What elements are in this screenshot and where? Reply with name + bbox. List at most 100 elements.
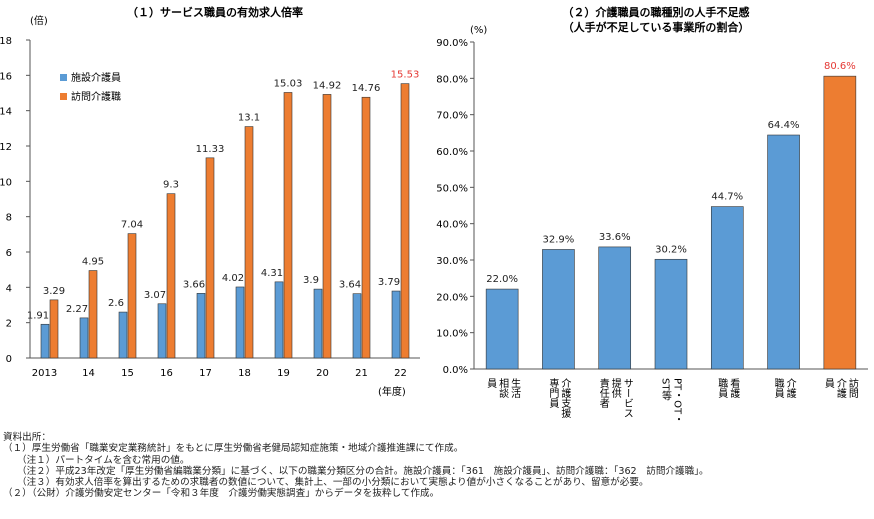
chart2-y-tick-label: 0.0% xyxy=(443,365,468,376)
chart2-x-tick-label-line: 員 xyxy=(822,378,834,389)
chart1-x-tick-label: 17 xyxy=(199,368,212,379)
bar-facility xyxy=(352,293,362,359)
data-label-facility: 2.27 xyxy=(66,304,88,315)
chart2-x-tick-label-line: 提供 xyxy=(609,378,621,399)
bar-visiting xyxy=(244,126,254,359)
chart2-x-tick-label-line: 生活 xyxy=(509,377,521,399)
chart2-x-tick-label-line: 相談 xyxy=(497,377,509,399)
data-label-visiting: 15.03 xyxy=(274,78,303,89)
chart1-x-tick-label: 14 xyxy=(82,368,95,379)
chart1-y-tick-label: 2 xyxy=(6,319,12,330)
data-label-visiting: 15.53 xyxy=(391,70,420,81)
chart2-x-tick-label-line: ST等 xyxy=(660,378,672,400)
data-label-visiting: 13.1 xyxy=(238,113,260,124)
chart2-y-tick-label: 30.0% xyxy=(436,256,468,267)
notes-heading: 資料出所： xyxy=(3,432,51,443)
chart1-x-tick-label: 19 xyxy=(277,368,290,379)
bar-facility xyxy=(40,323,50,359)
chart2-y-tick-label: 40.0% xyxy=(436,220,468,231)
bar-visiting xyxy=(49,299,59,359)
source-notes: 資料出所： （１）厚生労働省「職業安定業務統計」をもとに厚生労働省老健局認知症施… xyxy=(3,432,869,500)
note-2: （注２）平成23年改定「厚生労働省編職業分類」に基づく、以下の職業分類区分の合計… xyxy=(17,465,709,477)
data-label-visiting: 14.76 xyxy=(352,83,381,94)
chart2-y-tick-label: 60.0% xyxy=(436,147,468,158)
bar-visiting xyxy=(166,193,176,359)
chart2-x-tick-label: PT・OT・ST等 xyxy=(660,378,683,424)
note-source-2: （２）（公財）介護労働安定センター「令和３年度 介護労働実態調査」からデータを抜… xyxy=(3,488,440,500)
bar-visiting xyxy=(88,270,98,359)
bar-facility xyxy=(313,288,323,359)
data-label-visiting: 11.33 xyxy=(196,144,225,155)
data-label-visiting: 3.29 xyxy=(43,286,65,297)
data-label-visiting: 14.92 xyxy=(313,80,342,91)
note-source-1: （１）厚生労働省「職業安定業務統計」をもとに厚生労働省老健局認知症施策・地域介護… xyxy=(3,443,464,455)
bar-facility xyxy=(157,303,167,359)
bar-facility xyxy=(274,281,284,359)
data-label-visiting: 7.04 xyxy=(121,220,143,231)
bar-visiting xyxy=(400,83,410,359)
bar-visiting xyxy=(322,94,332,359)
chart1-y-tick-label: 10 xyxy=(0,177,12,188)
chart2-x-tick-label-line: 職員 xyxy=(772,378,784,399)
chart2-ylabel: (%) xyxy=(470,25,487,36)
chart1-x-tick-label: 15 xyxy=(121,368,134,379)
chart1-ylabel: (倍) xyxy=(30,14,48,27)
chart2-x-tick-label-line: 看護 xyxy=(728,377,740,399)
data-label-facility: 1.91 xyxy=(27,310,49,321)
bar-shortage xyxy=(767,134,800,370)
chart1-y-tick-label: 12 xyxy=(0,142,12,153)
bar-facility xyxy=(235,286,245,359)
chart1-y-tick-label: 8 xyxy=(6,213,12,224)
chart1-y-tick-label: 14 xyxy=(0,107,12,118)
chart1-x-tick-label: 21 xyxy=(355,368,368,379)
chart1-x-tick-label: 22 xyxy=(394,368,407,379)
data-label-shortage: 44.7% xyxy=(711,192,743,203)
chart1-x-tick-label: 20 xyxy=(316,368,329,379)
data-label-facility: 2.6 xyxy=(108,298,124,309)
legend-label-facility: 施設介護員 xyxy=(71,71,121,84)
bar-shortage xyxy=(485,288,519,370)
chart2-x-tick-label-line: PT・OT・ xyxy=(672,378,683,424)
chart2-y-tick-label: 10.0% xyxy=(436,329,468,340)
chart2-x-tick-label-line: 介護支援 xyxy=(559,378,571,419)
data-label-visiting: 4.95 xyxy=(82,257,104,268)
bar-facility xyxy=(79,317,89,359)
chart1-xlabel: (年度) xyxy=(378,385,406,398)
data-label-shortage: 22.0% xyxy=(486,274,518,285)
bar-visiting xyxy=(205,157,215,359)
chart1-x-tick-label: 18 xyxy=(238,368,251,379)
chart2-y-tick-label: 20.0% xyxy=(436,292,468,303)
bar-shortage xyxy=(542,249,575,370)
chart-job-opening-ratio: （１）サービス職員の有効求人倍率 (倍) (年度) 0 2 4 6 8 10 12 14 16 1… xyxy=(0,5,420,398)
note-1: （注１）パートタイムを含む常用の値。 xyxy=(17,454,190,466)
chart2-x-tick-label-line: 訪問 xyxy=(846,377,858,399)
chart1-y-tick-label: 0 xyxy=(6,354,12,365)
bar-visiting xyxy=(127,233,137,359)
chart1-y-tick-label: 16 xyxy=(0,71,12,82)
chart2-y-tick-label: 50.0% xyxy=(436,183,468,194)
legend-label-visiting: 訪問介護職 xyxy=(71,90,121,103)
bar-facility xyxy=(196,293,206,359)
bar-shortage xyxy=(710,206,744,370)
chart2-x-tick-label-line: サービス xyxy=(621,378,633,418)
bar-facility xyxy=(391,290,401,359)
data-label-facility: 3.66 xyxy=(183,279,205,290)
data-label-facility: 3.64 xyxy=(339,280,361,291)
chart2-y-tick-label: 80.0% xyxy=(436,74,468,85)
chart2-x-tick-label-line: 職員 xyxy=(716,378,728,399)
bar-visiting xyxy=(361,96,371,359)
data-label-facility: 4.02 xyxy=(222,273,244,284)
chart2-x-tick-label: 介護職員 xyxy=(772,378,796,399)
data-label-shortage: 30.2% xyxy=(655,244,687,255)
bar-shortage xyxy=(654,258,688,370)
data-label-facility: 3.9 xyxy=(303,275,319,286)
chart1-x-tick-label: 16 xyxy=(160,368,173,379)
chart1-y-tick-label: 18 xyxy=(0,36,12,47)
data-label-facility: 4.31 xyxy=(261,268,283,279)
bar-shortage xyxy=(823,75,857,370)
